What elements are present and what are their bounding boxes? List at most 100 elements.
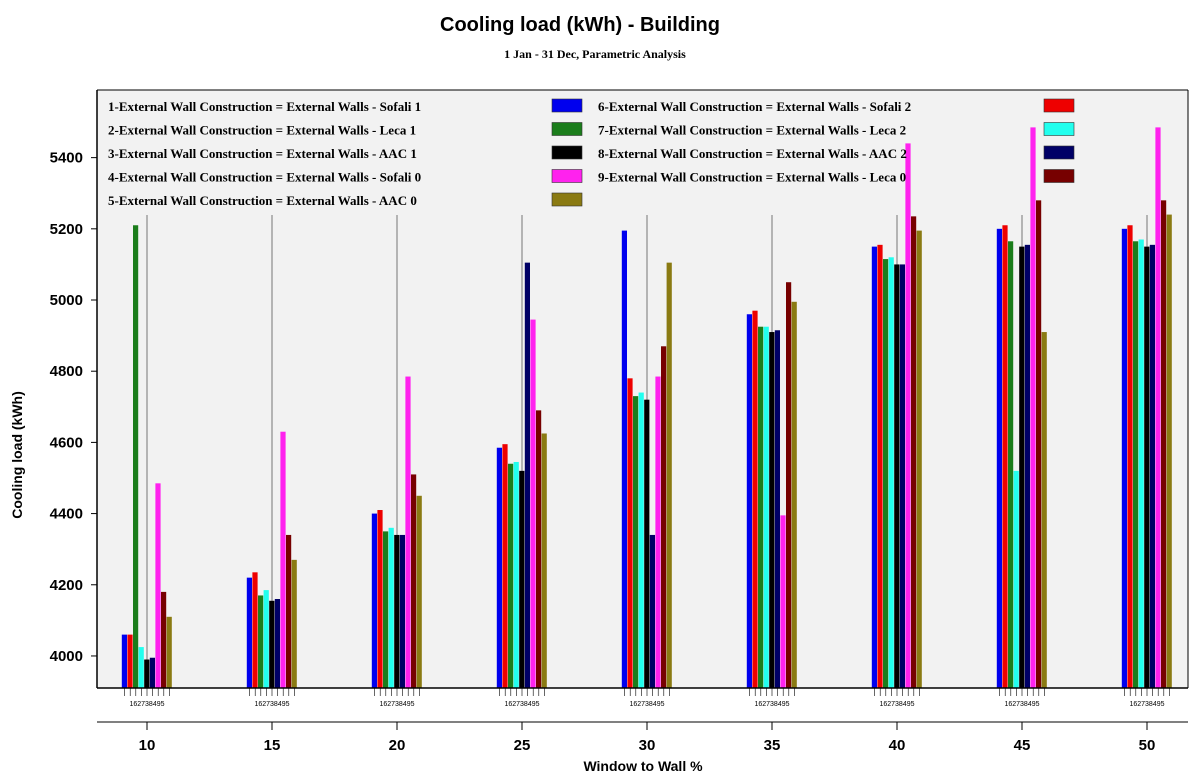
axes: 4000 4200 4400 4600 4800 5000 5200 5400 16273849… — [50, 89, 1189, 754]
legend-swatch — [1043, 122, 1075, 136]
bar — [1013, 470, 1019, 688]
bar — [752, 310, 758, 688]
bar — [758, 326, 764, 688]
legend-label: 1-External Wall Construction = External … — [108, 99, 421, 114]
legend: 1-External Wall Construction = External … — [108, 98, 1075, 208]
bar — [291, 559, 297, 688]
bar — [661, 346, 667, 688]
bar-order-label: 162738495 — [379, 701, 414, 708]
legend-swatch — [551, 192, 583, 207]
bar-order-label: 162738495 — [879, 701, 914, 708]
legend-swatch — [1043, 98, 1075, 113]
y-tick-label: 4600 — [50, 434, 83, 451]
x-axis-label: Window to Wall % — [583, 758, 703, 774]
bar — [411, 474, 417, 688]
x-tick-label: 45 — [1014, 737, 1031, 754]
bar — [1133, 241, 1139, 688]
legend-label: 9-External Wall Construction = External … — [598, 170, 906, 185]
x-tick-label: 15 — [264, 737, 281, 754]
legend-swatch — [551, 122, 583, 136]
bar — [1166, 214, 1172, 688]
bar — [263, 590, 269, 688]
bar — [1127, 225, 1133, 688]
bar — [155, 483, 161, 688]
bar-order-label: 162738495 — [754, 701, 789, 708]
bar — [536, 410, 542, 688]
bar — [138, 647, 144, 688]
x-tick-label: 50 — [1139, 737, 1156, 754]
bar — [1036, 200, 1042, 688]
bar — [121, 634, 127, 688]
bar — [530, 319, 536, 688]
bars — [121, 127, 1172, 689]
bar — [780, 515, 786, 688]
bar — [746, 314, 752, 688]
bar — [541, 433, 547, 688]
bar — [405, 376, 411, 688]
bar — [519, 470, 525, 688]
x-tick-label: 20 — [389, 737, 406, 754]
bar — [383, 531, 389, 688]
y-tick-label: 5000 — [50, 292, 83, 309]
bar — [1121, 228, 1127, 688]
legend-label: 5-External Wall Construction = External … — [108, 193, 417, 208]
bar — [371, 513, 377, 688]
legend-label: 2-External Wall Construction = External … — [108, 123, 416, 138]
legend-label: 7-External Wall Construction = External … — [598, 123, 906, 138]
bar — [916, 230, 922, 688]
bar — [621, 230, 627, 688]
y-tick-label: 4400 — [50, 506, 83, 523]
bar — [416, 495, 422, 688]
bar — [133, 225, 139, 688]
bar — [911, 216, 917, 689]
bar — [258, 595, 264, 688]
bar — [1138, 239, 1144, 688]
bar — [774, 330, 780, 688]
bar — [877, 244, 883, 688]
bar — [1008, 241, 1014, 688]
bar — [1149, 244, 1155, 688]
bar-order-label: 162738495 — [1129, 701, 1164, 708]
bar — [905, 143, 911, 688]
bar — [627, 378, 633, 688]
legend-swatch — [551, 98, 583, 113]
bar — [1144, 246, 1150, 688]
bar — [1002, 225, 1008, 688]
bar — [399, 534, 405, 688]
y-axis-label: Cooling load (kWh) — [9, 391, 25, 519]
bar — [871, 246, 877, 688]
chart-subtitle: 1 Jan - 31 Dec, Parametric Analysis — [504, 47, 686, 61]
bar — [394, 534, 400, 688]
bar — [377, 510, 383, 688]
bar — [786, 282, 792, 688]
bar — [280, 431, 286, 688]
bar — [763, 326, 769, 688]
legend-label: 6-External Wall Construction = External … — [598, 99, 911, 114]
bar — [1155, 127, 1161, 689]
x-tick-label: 25 — [514, 737, 531, 754]
bar — [513, 461, 519, 688]
bar — [388, 527, 394, 688]
bar — [883, 259, 889, 688]
x-tick-label: 10 — [139, 737, 156, 754]
bar-order-label: 162738495 — [129, 701, 164, 708]
legend-label: 8-External Wall Construction = External … — [598, 146, 907, 161]
legend-label: 4-External Wall Construction = External … — [108, 170, 421, 185]
x-tick-label: 35 — [764, 737, 781, 754]
bar — [769, 332, 775, 688]
bar — [888, 257, 894, 688]
bar-order-label: 162738495 — [629, 701, 664, 708]
bar-order-label: 162738495 — [254, 701, 289, 708]
bar — [649, 534, 655, 688]
bar — [1019, 246, 1025, 688]
x-tick-label: 30 — [639, 737, 656, 754]
y-tick-label: 5400 — [50, 150, 83, 167]
bar — [1041, 332, 1047, 688]
bar — [252, 572, 258, 688]
bar — [144, 659, 150, 688]
bar — [899, 264, 905, 688]
bar — [996, 228, 1002, 688]
bar — [166, 616, 172, 688]
